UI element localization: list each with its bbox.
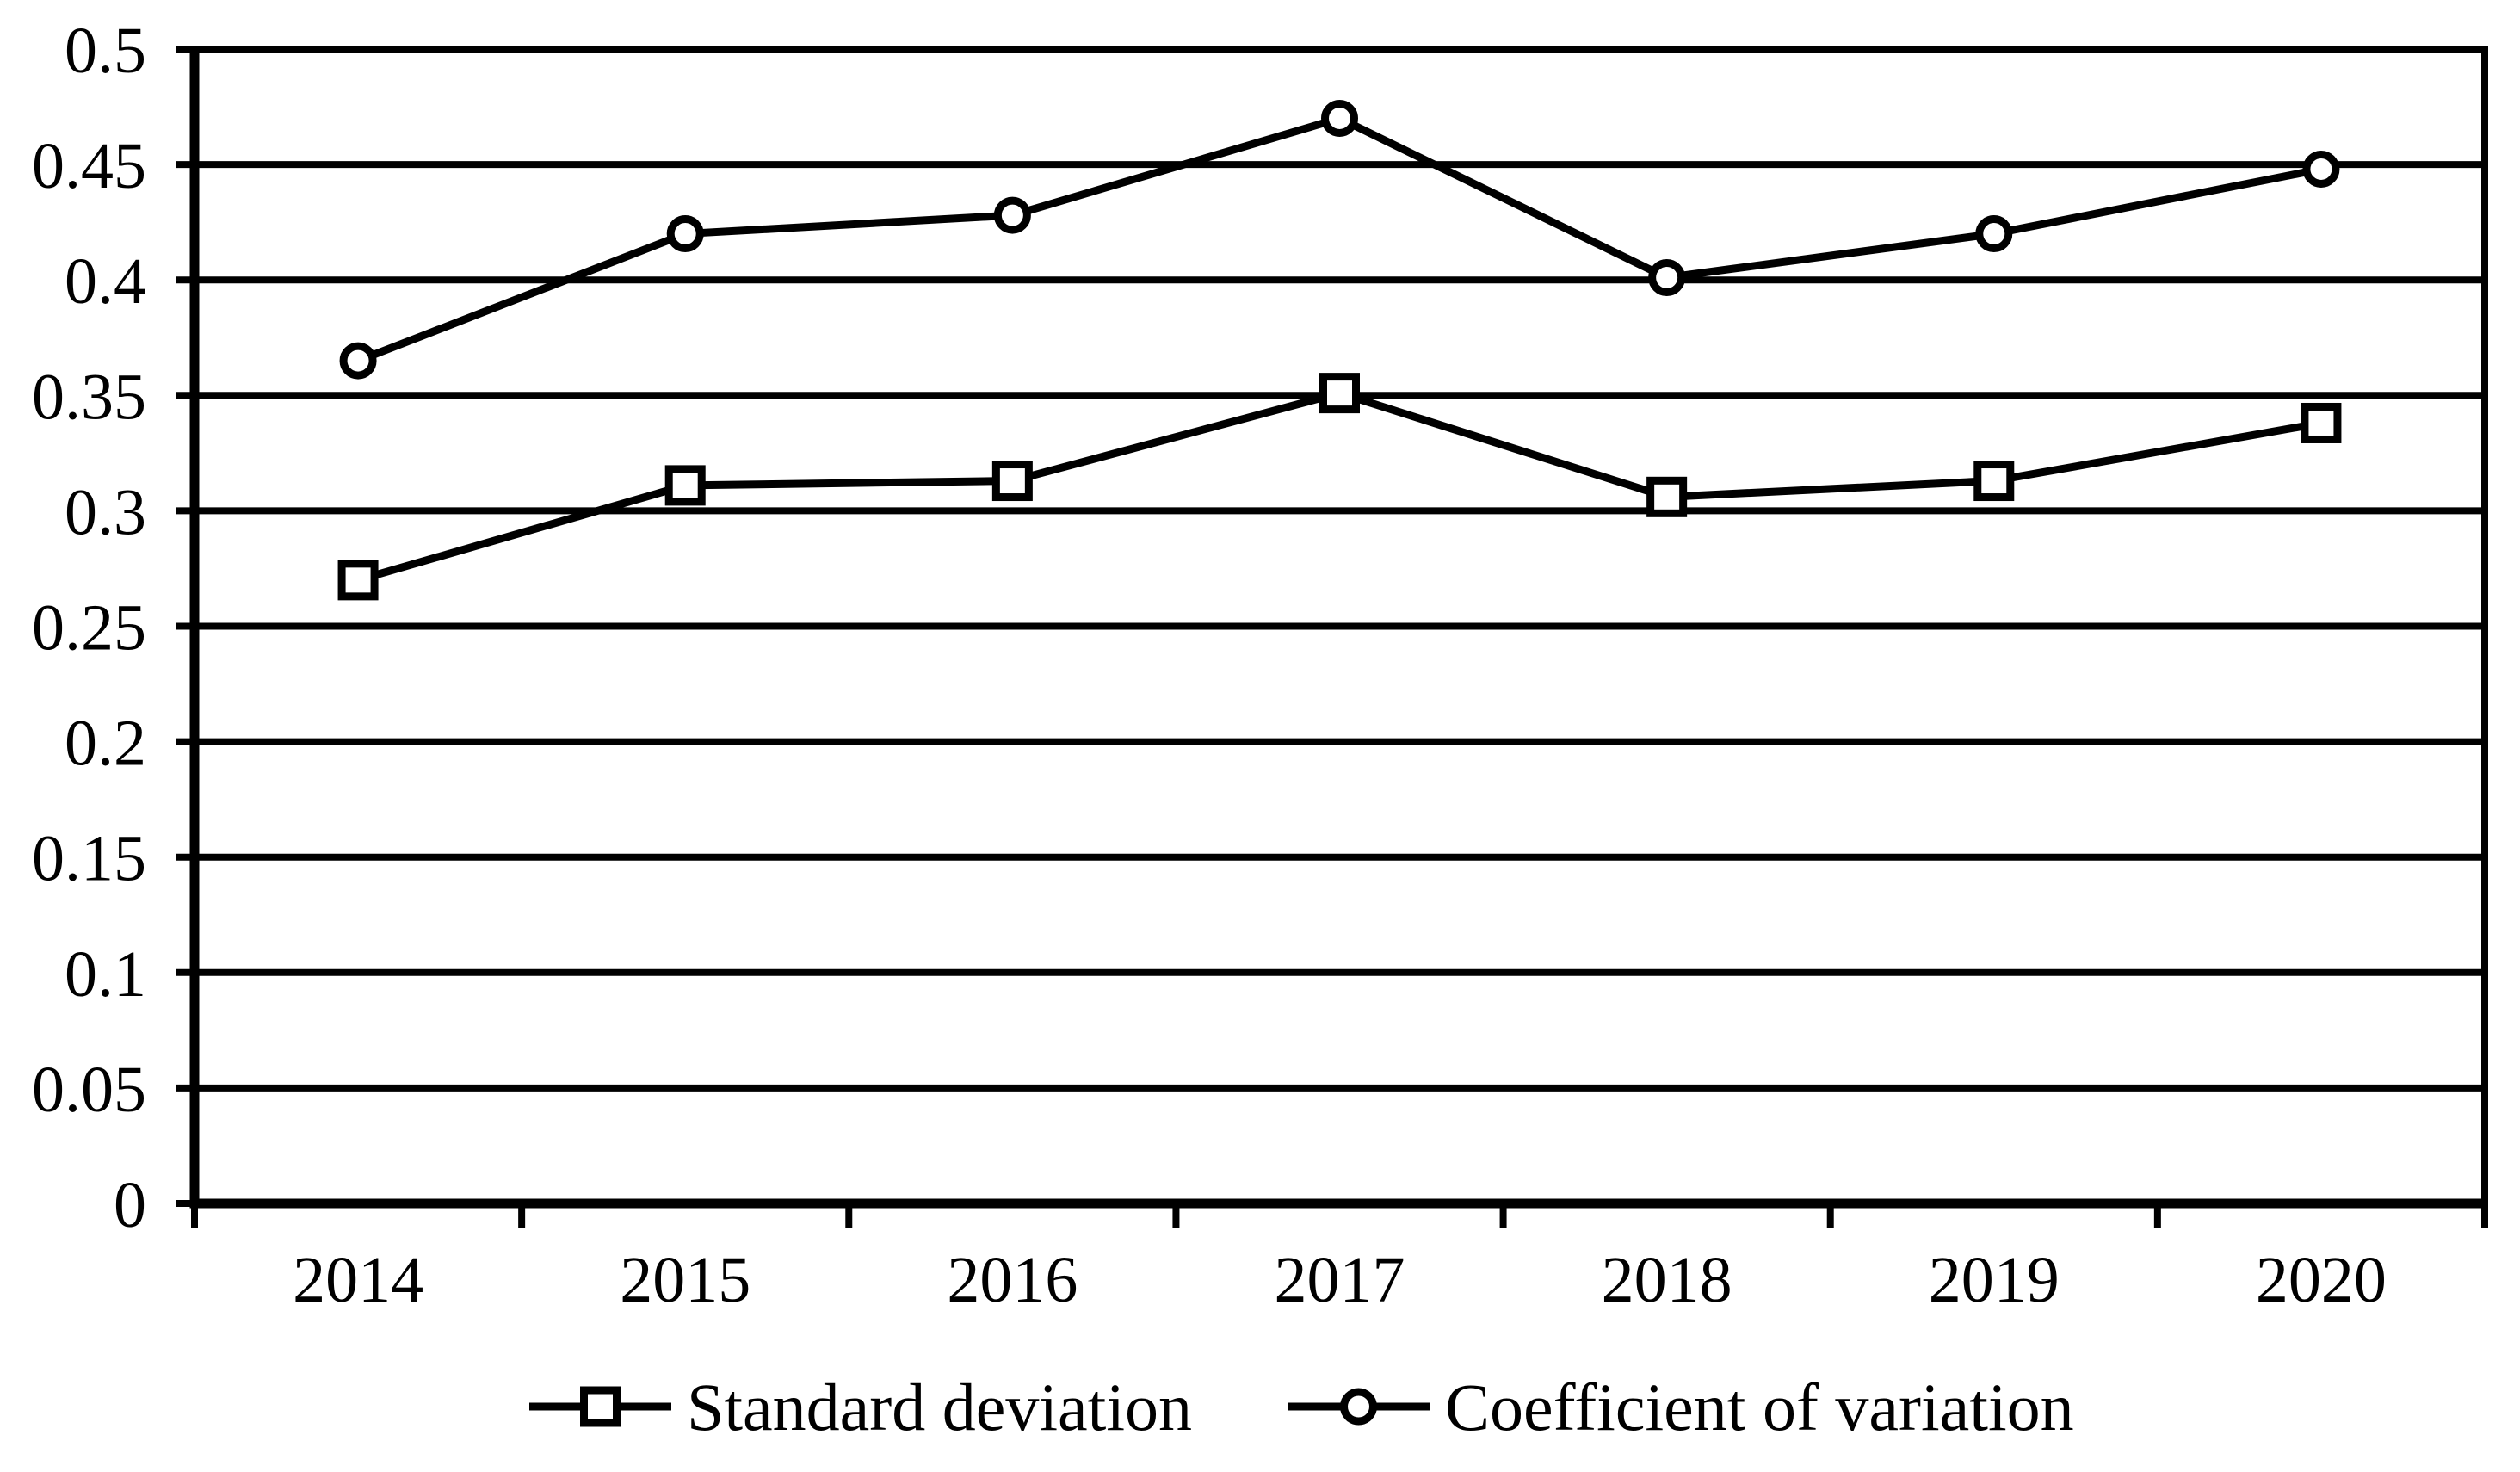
data-point-circle-marker bbox=[666, 215, 704, 253]
y-tick-label: 0.5 bbox=[65, 15, 146, 87]
legend-label-standard-deviation: Standard deviation bbox=[687, 1370, 1192, 1444]
y-tick-label: 0.3 bbox=[65, 476, 146, 548]
data-point-square-marker bbox=[337, 560, 379, 601]
y-tick-label: 0.25 bbox=[32, 592, 146, 665]
y-tick-label: 0 bbox=[114, 1169, 146, 1241]
data-point-circle-marker bbox=[2302, 150, 2340, 188]
data-point-square-marker bbox=[1646, 476, 1688, 517]
series-line-standard-deviation bbox=[356, 388, 2322, 584]
y-tick-label: 0.4 bbox=[65, 245, 146, 318]
y-tick-label: 0.05 bbox=[32, 1054, 146, 1126]
x-tick-label: 2016 bbox=[947, 1244, 1078, 1316]
data-point-circle-marker bbox=[993, 196, 1031, 234]
x-tick-label: 2017 bbox=[1275, 1244, 1405, 1316]
y-tick-label: 0.15 bbox=[32, 823, 146, 895]
data-point-circle-marker bbox=[1321, 99, 1358, 137]
data-point-square-marker bbox=[1973, 461, 2015, 502]
data-point-square-marker bbox=[664, 465, 706, 506]
data-point-circle-marker bbox=[339, 342, 377, 380]
y-tick-label: 0.1 bbox=[65, 938, 146, 1011]
y-tick-label: 0.45 bbox=[32, 130, 146, 202]
legend-circle-marker-icon bbox=[1340, 1388, 1377, 1426]
x-tick-label: 2018 bbox=[1602, 1244, 1732, 1316]
data-point-circle-marker bbox=[1975, 215, 2013, 253]
data-point-square-marker bbox=[2301, 402, 2342, 443]
data-point-square-marker bbox=[991, 461, 1033, 502]
y-tick-label: 0.35 bbox=[32, 361, 146, 433]
x-tick-label: 2020 bbox=[2256, 1244, 2387, 1316]
x-tick-label: 2014 bbox=[293, 1244, 423, 1316]
legend-square-marker-icon bbox=[580, 1386, 621, 1427]
y-tick-label: 0.2 bbox=[65, 708, 146, 780]
x-tick-label: 2015 bbox=[620, 1244, 750, 1316]
x-tick-label: 2019 bbox=[1929, 1244, 2060, 1316]
data-point-square-marker bbox=[1319, 373, 1360, 414]
series-line-coefficient-of-variation bbox=[356, 114, 2322, 365]
legend-label-coefficient-of-variation: Coefficient of variation bbox=[1445, 1370, 2074, 1444]
data-point-circle-marker bbox=[1648, 259, 1686, 297]
